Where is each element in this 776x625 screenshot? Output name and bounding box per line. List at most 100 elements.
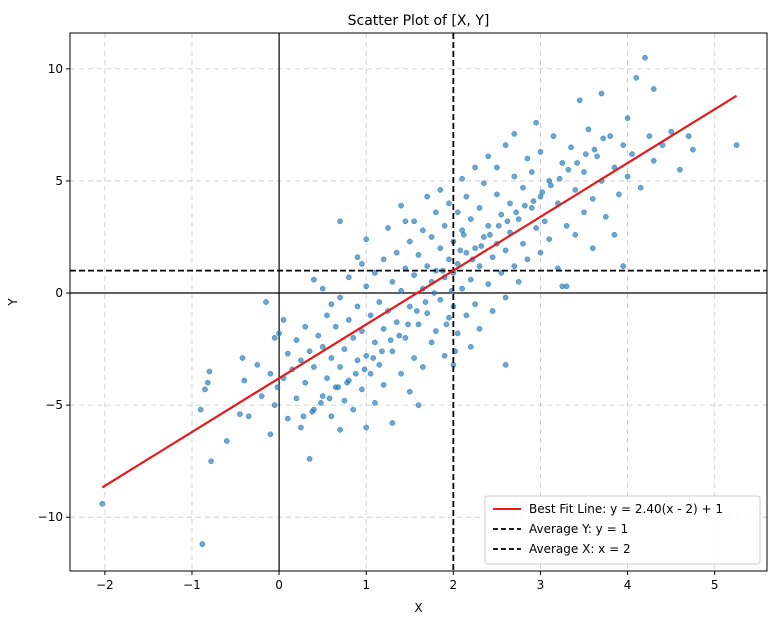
scatter-point [437, 296, 444, 303]
scatter-point [589, 196, 596, 202]
grid [70, 33, 767, 571]
x-tick-label: 3 [537, 578, 545, 592]
scatter-point [241, 377, 248, 384]
scatter-point [380, 382, 387, 388]
scatter-point [398, 202, 404, 209]
scatter-point [550, 133, 557, 139]
scatter-point [480, 180, 487, 187]
scatter-point [616, 191, 622, 198]
scatter-point [424, 310, 431, 317]
scatter-point [428, 234, 435, 240]
scatter-point [411, 218, 417, 225]
scatter-point [467, 216, 474, 222]
scatter-point [309, 408, 316, 415]
scatter-point [472, 301, 478, 308]
scatter-point [591, 146, 598, 153]
scatter-point [361, 366, 368, 373]
scatter-point [433, 209, 439, 216]
scatter-point [359, 328, 365, 334]
scatter-point [271, 335, 278, 341]
scatter-point [607, 133, 614, 139]
scatter-point [239, 355, 246, 361]
scatter-point [298, 424, 304, 431]
legend: Best Fit Line: y = 2.40(x - 2) + 1 Avera… [484, 495, 761, 565]
scatter-point [345, 317, 352, 323]
scatter-point [515, 278, 522, 285]
scatter-point [306, 456, 313, 462]
scatter-point [350, 335, 357, 341]
scatter-point [581, 209, 587, 216]
scatter-point [354, 254, 361, 261]
scatter-point [415, 252, 422, 258]
scatter-point [502, 361, 509, 368]
scatter-point [441, 352, 448, 359]
scatter-point [420, 227, 426, 234]
scatter-point [359, 386, 365, 393]
scatter-point [598, 90, 605, 97]
scatter-point [302, 379, 309, 386]
scatter-point [642, 54, 648, 61]
scatter-point [406, 238, 413, 245]
scatter-point [389, 278, 396, 285]
scatter-point [398, 287, 404, 294]
scatter-point [337, 218, 343, 225]
scatter-point [197, 406, 204, 413]
scatter-point [457, 247, 464, 254]
scatter-point [467, 276, 474, 283]
scatter-point [513, 209, 519, 216]
scatter-point [520, 240, 526, 247]
scatter-point [363, 283, 370, 290]
chart-title: Scatter Plot of [X, Y] [348, 13, 490, 29]
scatter-point [337, 294, 343, 301]
scatter-point [372, 339, 378, 346]
x-tick-label: −2 [96, 578, 114, 592]
scatter-point [498, 211, 505, 218]
scatter-point [319, 285, 326, 292]
scatter-point [624, 115, 631, 122]
scatter-point [548, 182, 554, 189]
scatter-point [398, 370, 404, 377]
scatter-point [504, 218, 511, 225]
scatter-point [402, 335, 409, 341]
scatter-point [476, 205, 483, 211]
scatter-point [199, 541, 206, 547]
scatter-point [498, 270, 505, 276]
scatter-point [341, 397, 348, 404]
scatter-point [524, 155, 531, 162]
scatter-point [393, 319, 400, 326]
scatter-point [223, 438, 230, 444]
scatter-point [507, 200, 513, 207]
scatter-point [733, 142, 740, 148]
scatter-point [415, 402, 422, 408]
scatter-point [541, 218, 548, 225]
scatter-point [511, 263, 518, 269]
scatter-point [202, 386, 208, 393]
y-tick-label: −10 [38, 510, 63, 524]
scatter-point [341, 346, 348, 352]
scatter-point [337, 426, 343, 433]
scatter-point [511, 131, 518, 137]
scatter-point [324, 375, 330, 382]
scatter-point [494, 164, 500, 171]
scatter-point [204, 379, 211, 386]
scatter-point [276, 330, 282, 337]
scatter-point [267, 370, 274, 377]
scatter-point [487, 231, 493, 238]
scatter-point [437, 245, 444, 252]
scatter-point [405, 321, 411, 328]
scatter-point [376, 361, 383, 368]
scatter-point [556, 175, 563, 182]
scatter-point [611, 231, 618, 238]
scatter-point [511, 173, 518, 180]
scatter-point [572, 187, 579, 193]
scatter-point [300, 413, 307, 420]
scatter-point [650, 157, 657, 164]
scatter-point [530, 198, 537, 204]
scatter-point [424, 193, 431, 200]
scatter-point [520, 184, 526, 191]
scatter-point [363, 236, 370, 243]
scatter-points [99, 54, 740, 547]
scatter-point [646, 133, 653, 139]
scatter-point [302, 323, 309, 330]
scatter-point [563, 222, 570, 229]
